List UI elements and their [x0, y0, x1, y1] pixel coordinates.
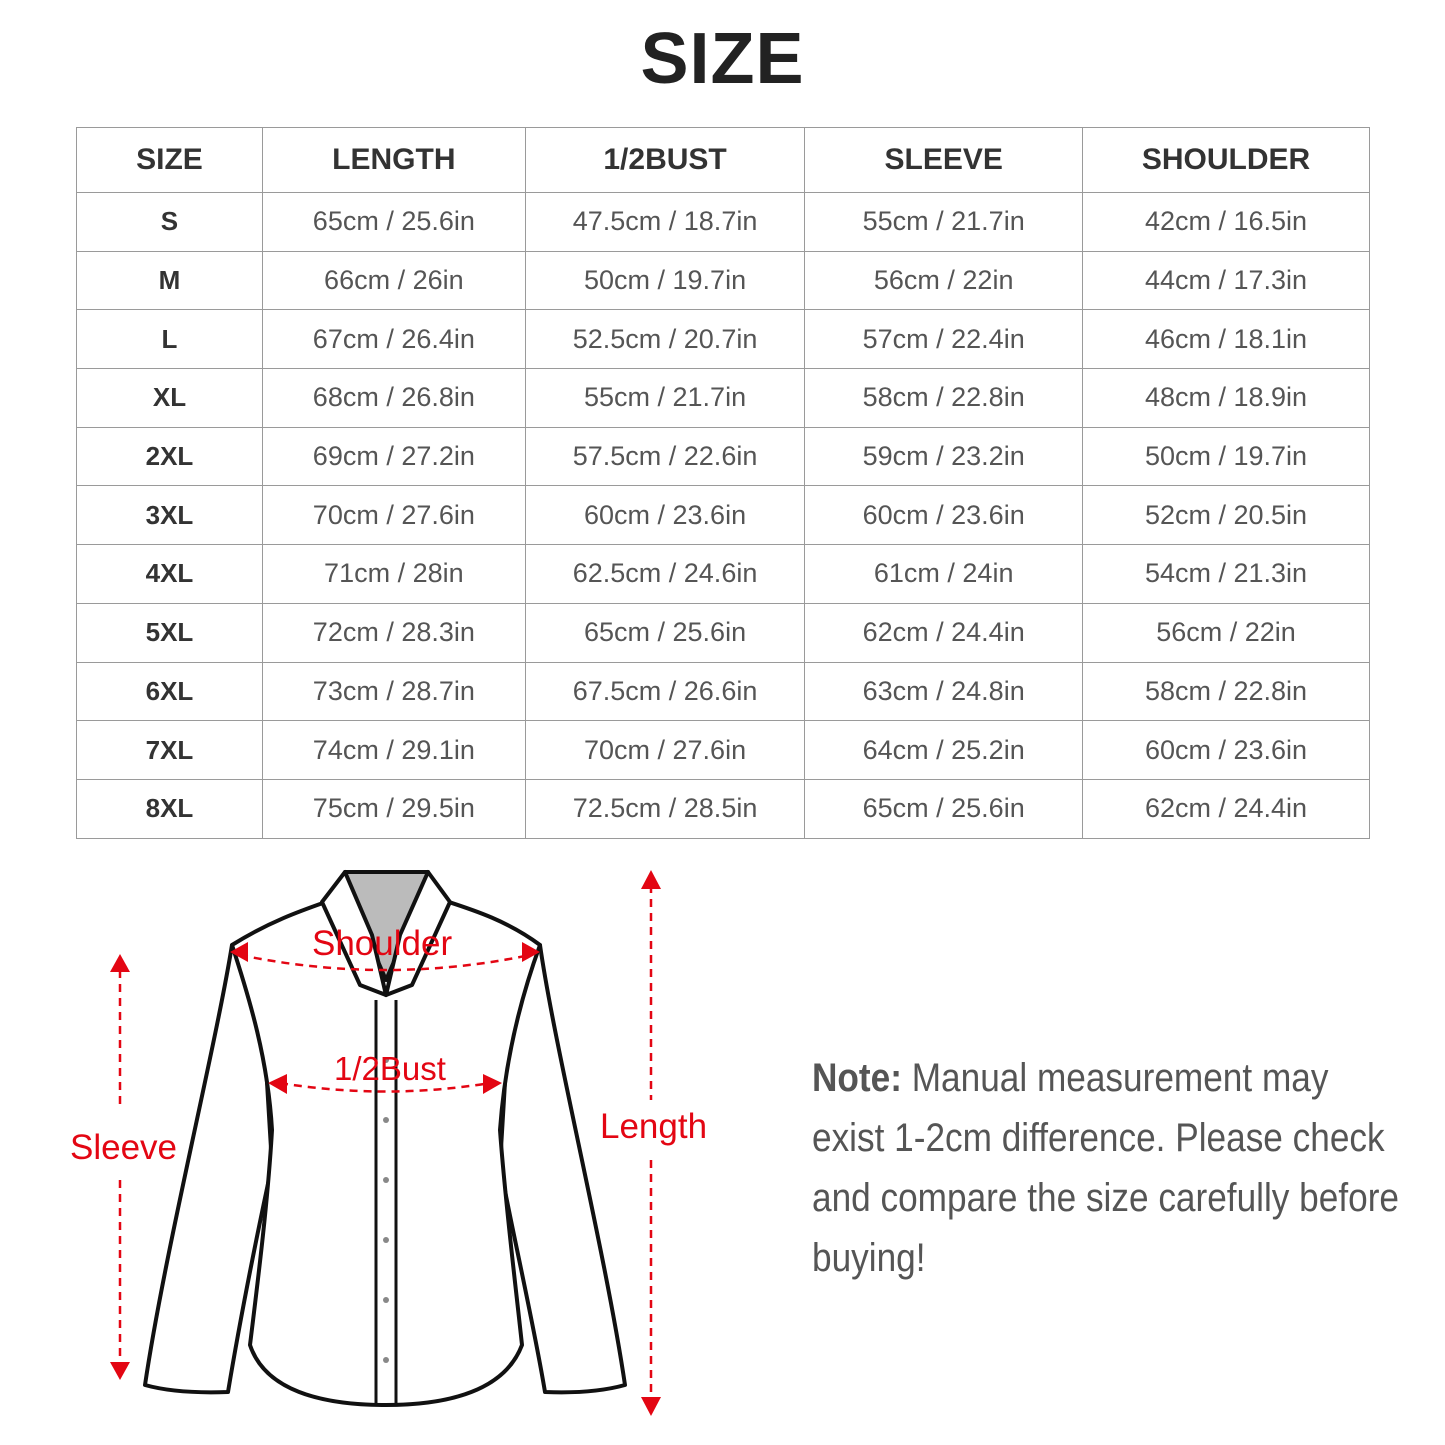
column-header: 1/2BUST [524, 127, 806, 193]
measurement-cell: 47.5cm / 18.7in [524, 192, 806, 252]
measurement-cell: 46cm / 18.1in [1081, 309, 1371, 370]
note-prefix: Note: [812, 1056, 902, 1100]
right-sleeve [498, 943, 627, 1395]
collar-left [320, 870, 388, 997]
measurement-cell: 75cm / 29.5in [261, 778, 526, 839]
measurement-cell: 74cm / 29.1in [261, 720, 526, 780]
page-title: SIZE [640, 19, 805, 99]
bust-label: 1/2Bust [334, 1050, 446, 1087]
measurement-cell: 70cm / 27.6in [261, 485, 526, 546]
measurement-cell: 65cm / 25.6in [261, 192, 526, 252]
size-cell: M [76, 250, 263, 311]
arrow-icon [483, 1074, 502, 1094]
sleeve-label: Sleeve [70, 1128, 178, 1167]
shirt-diagram [110, 870, 661, 1416]
measurement-cell: 73cm / 28.7in [261, 661, 526, 722]
measurement-cell: 67cm / 26.4in [261, 309, 526, 370]
measurement-cell: 52cm / 20.5in [1081, 485, 1371, 546]
size-cell: 4XL [76, 544, 263, 604]
size-cell: S [76, 192, 263, 252]
measurement-cell: 58cm / 22.8in [1081, 661, 1371, 722]
measurement-cell: 69cm / 27.2in [261, 426, 526, 487]
column-header: SIZE [76, 127, 263, 193]
measurement-cell: 50cm / 19.7in [524, 250, 806, 311]
shirt-body [230, 893, 542, 1407]
arrow-icon [641, 870, 661, 889]
measurement-cell: 54cm / 21.3in [1081, 544, 1371, 604]
measurement-cell: 42cm / 16.5in [1081, 192, 1371, 252]
measurement-cell: 72.5cm / 28.5in [524, 778, 806, 839]
length-label: Length [600, 1107, 708, 1146]
size-cell: L [76, 309, 263, 370]
collar-right [384, 870, 452, 997]
column-header: SLEEVE [804, 127, 1083, 193]
measurement-cell: 57cm / 22.4in [804, 309, 1083, 370]
measurement-cell: 59cm / 23.2in [804, 426, 1083, 487]
table-row: L 67cm / 26.4in 52.5cm / 20.7in 57cm / 22.4… [76, 309, 1371, 370]
arrow-icon [110, 1362, 130, 1380]
size-cell: 7XL [76, 720, 263, 780]
measurement-cell: 67.5cm / 26.6in [524, 661, 806, 722]
size-cell: XL [76, 368, 263, 428]
measurement-cell: 58cm / 22.8in [804, 368, 1083, 428]
measurement-cell: 66cm / 26in [261, 250, 526, 311]
table-row: 5XL 72cm / 28.3in 65cm / 25.6in 62cm / 24.4… [76, 602, 1371, 663]
table-row: 4XL 71cm / 28in 62.5cm / 24.6in 61cm / 24in… [76, 544, 1371, 604]
measurement-cell: 64cm / 25.2in [804, 720, 1083, 780]
note-text: Note: Manual measurement may exist 1-2cm… [812, 1048, 1410, 1288]
column-header: SHOULDER [1081, 127, 1371, 193]
measurement-cell: 63cm / 24.8in [804, 661, 1083, 722]
table-row: 6XL 73cm / 28.7in 67.5cm / 26.6in 63cm / 24… [76, 661, 1371, 722]
measurement-cell: 56cm / 22in [804, 250, 1083, 311]
note-body: Manual measurement may exist 1-2cm diffe… [812, 1056, 1399, 1280]
measurement-cell: 72cm / 28.3in [261, 602, 526, 663]
size-table: SIZE LENGTH 1/2BUST SLEEVE SHOULDER S 65cm / … [76, 127, 1371, 839]
size-cell: 2XL [76, 426, 263, 487]
measurement-cell: 70cm / 27.6in [524, 720, 806, 780]
measurement-cell: 60cm / 23.6in [804, 485, 1083, 546]
arrow-icon [230, 942, 248, 962]
size-cell: 6XL [76, 661, 263, 722]
table-header-row: SIZE LENGTH 1/2BUST SLEEVE SHOULDER [76, 127, 1371, 193]
size-cell: 3XL [76, 485, 263, 546]
table-row: M 66cm / 26in 50cm / 19.7in 56cm / 22in 44cm… [76, 250, 1371, 311]
arrow-icon [268, 1074, 287, 1094]
measurement-cell: 52.5cm / 20.7in [524, 309, 806, 370]
arrow-icon [522, 942, 540, 962]
measurement-cell: 50cm / 19.7in [1081, 426, 1371, 487]
measurement-cell: 62.5cm / 24.6in [524, 544, 806, 604]
table-row: 2XL 69cm / 27.2in 57.5cm / 22.6in 59cm / 23… [76, 426, 1371, 487]
measurement-cell: 55cm / 21.7in [524, 368, 806, 428]
table-row: 3XL 70cm / 27.6in 60cm / 23.6in 60cm / 23.6… [76, 485, 1371, 546]
size-cell: 8XL [76, 778, 263, 839]
table-row: S 65cm / 25.6in 47.5cm / 18.7in 55cm / 21.7… [76, 192, 1371, 252]
measurement-cell: 44cm / 17.3in [1081, 250, 1371, 311]
table-row: 7XL 74cm / 29.1in 70cm / 27.6in 64cm / 25.2… [76, 720, 1371, 780]
measurement-cell: 56cm / 22in [1081, 602, 1371, 663]
table-row: 8XL 75cm / 29.5in 72.5cm / 28.5in 65cm / 25… [76, 778, 1371, 839]
measurement-cell: 71cm / 28in [261, 544, 526, 604]
measurement-cell: 68cm / 26.8in [261, 368, 526, 428]
column-header: LENGTH [261, 127, 526, 193]
table-row: XL 68cm / 26.8in 55cm / 21.7in 58cm / 22.8i… [76, 368, 1371, 428]
measurement-cell: 55cm / 21.7in [804, 192, 1083, 252]
measurement-cell: 61cm / 24in [804, 544, 1083, 604]
measurement-cell: 48cm / 18.9in [1081, 368, 1371, 428]
measurement-cell: 62cm / 24.4in [1081, 778, 1371, 839]
measurement-cell: 60cm / 23.6in [524, 485, 806, 546]
arrow-icon [110, 954, 130, 972]
left-sleeve [143, 943, 274, 1395]
arrow-icon [641, 1397, 661, 1416]
bust-measure-line [279, 1081, 491, 1093]
measurement-cell: 65cm / 25.6in [524, 602, 806, 663]
shoulder-measure-line [239, 953, 531, 972]
measurement-cell: 57.5cm / 22.6in [524, 426, 806, 487]
measurement-cell: 60cm / 23.6in [1081, 720, 1371, 780]
shoulder-label: Shoulder [312, 924, 453, 963]
measurement-cell: 65cm / 25.6in [804, 778, 1083, 839]
measurement-cell: 62cm / 24.4in [804, 602, 1083, 663]
placket [374, 1000, 398, 1405]
size-cell: 5XL [76, 602, 263, 663]
